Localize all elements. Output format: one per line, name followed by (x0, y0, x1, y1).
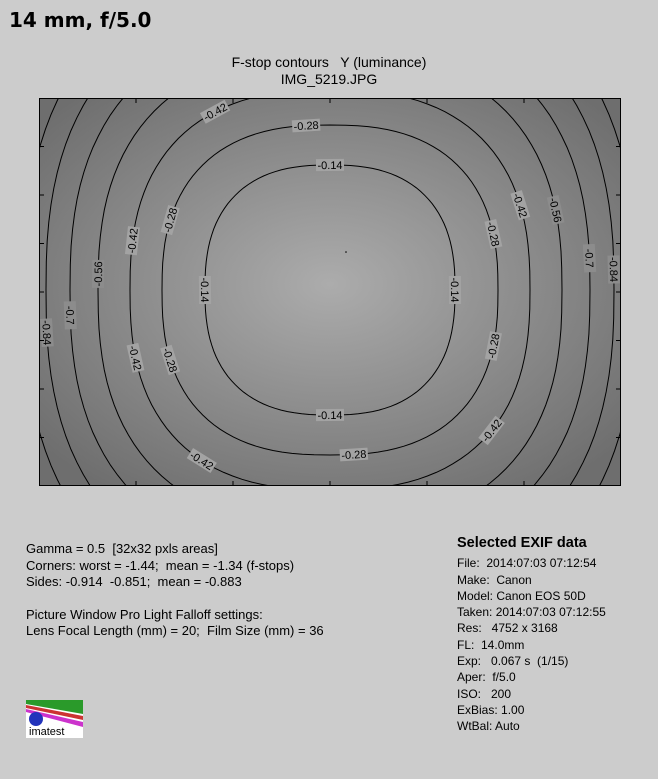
exif-line: ISO: 200 (457, 686, 512, 701)
exif-line: Res: 4752 x 3168 (457, 621, 558, 636)
info-line (26, 591, 324, 607)
center-marker (345, 251, 347, 253)
chart-title: F-stop contours Y (luminance) (231, 54, 427, 70)
contour-plot: -0.14 -0.14 -0.14 -0.14 -0.28 -0.28 -0.28 -0.28… (39, 98, 621, 486)
info-line: Sides: -0.914 -0.851; mean = -0.883 (26, 574, 242, 589)
contour-label: -0.7 (63, 306, 76, 325)
contour-label: -0.42 (126, 228, 141, 254)
contour-label: -0.84 (607, 257, 620, 282)
imatest-logo: imatest (26, 700, 83, 738)
contour-label: -0.28 (486, 333, 503, 360)
info-line: Lens Focal Length (mm) = 20; Film Size (… (26, 623, 324, 638)
contour-line (161, 124, 499, 456)
contour-label: -0.42 (126, 345, 143, 372)
contour-label: -0.56 (546, 197, 563, 224)
page-heading: 14 mm, f/5.0 (9, 8, 152, 32)
contour-label: -0.14 (317, 410, 342, 422)
contour-label: -0.7 (582, 248, 595, 268)
statistics-text: Gamma = 0.5 [32x32 pxls areas] Corners: w… (26, 541, 324, 640)
exif-panel: Selected EXIF data File: 2014:07:03 07:1… (457, 535, 606, 735)
contour-label: -0.84 (39, 320, 53, 346)
plot-frame (39, 98, 621, 486)
exif-line: Model: Canon EOS 50D (457, 588, 586, 603)
exif-line: FL: 14.0mm (457, 637, 525, 652)
info-line: Gamma = 0.5 [32x32 pxls areas] (26, 541, 218, 556)
contour-label: -0.28 (341, 449, 367, 463)
contour-line (69, 98, 591, 486)
contour-line (129, 98, 531, 486)
chart-title-block: F-stop contours Y (luminance) IMG_5219.J… (0, 54, 658, 88)
plot-background (39, 98, 621, 486)
contour-label: -0.56 (93, 261, 105, 286)
info-line: Picture Window Pro Light Falloff setting… (26, 606, 263, 622)
contour-label: -0.14 (198, 277, 210, 302)
chart-subtitle: IMG_5219.JPG (280, 71, 378, 87)
contour-label: -0.28 (293, 120, 319, 134)
contour-line (45, 98, 615, 486)
exif-line: ExBias: 1.00 (457, 702, 525, 717)
exif-line: Make: Canon (457, 572, 532, 587)
exif-line: File: 2014:07:03 07:12:54 (457, 556, 597, 571)
contour-label: -0.28 (484, 221, 501, 248)
svg-text:imatest: imatest (29, 726, 64, 738)
contour-label: -0.14 (448, 277, 460, 302)
info-line: Corners: worst = -1.44; mean = -1.34 (f-… (26, 557, 295, 573)
exif-title: Selected EXIF data (457, 535, 587, 551)
contour-label: -0.14 (317, 160, 342, 172)
contour-line (97, 98, 563, 486)
exif-line: Aper: f/5.0 (457, 670, 516, 685)
exif-line: Exp: 0.067 s (1/15) (457, 654, 569, 669)
exif-line: WtBal: Auto (457, 719, 520, 734)
exif-line: Taken: 2014:07:03 07:12:55 (457, 605, 606, 620)
